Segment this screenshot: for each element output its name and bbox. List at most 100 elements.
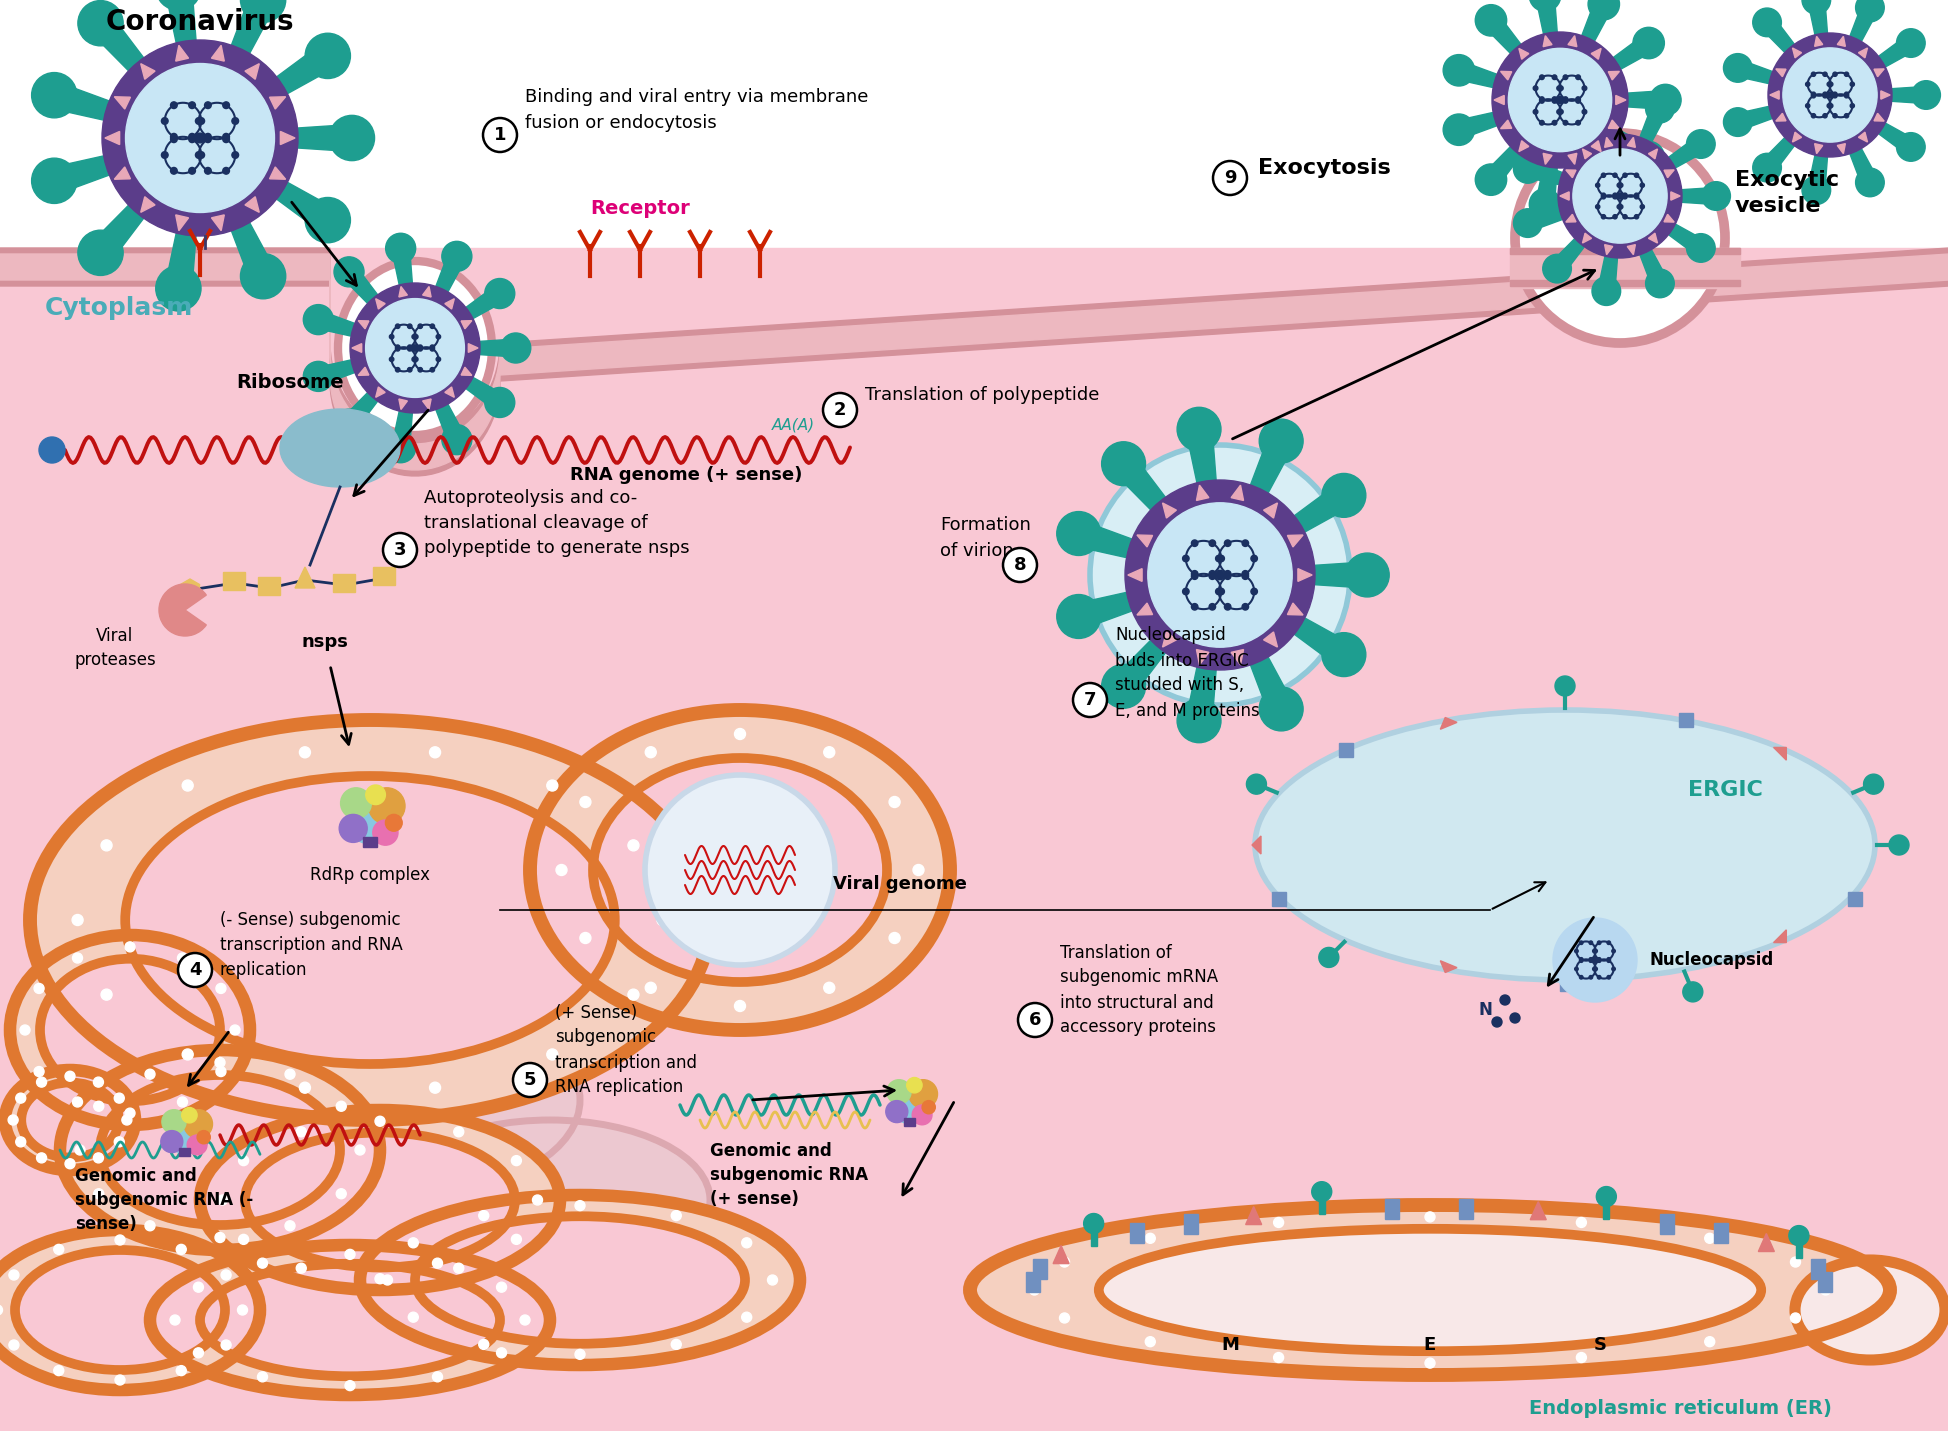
Polygon shape [1186, 428, 1216, 487]
Bar [1272, 893, 1286, 906]
Polygon shape [1609, 36, 1654, 70]
Circle shape [1562, 99, 1566, 103]
Text: (- Sense) subgenomic
transcription and RNA
replication: (- Sense) subgenomic transcription and R… [220, 912, 403, 979]
Circle shape [189, 102, 195, 109]
Circle shape [768, 1275, 777, 1285]
Polygon shape [294, 567, 316, 588]
Circle shape [824, 982, 834, 993]
Polygon shape [1455, 112, 1500, 139]
Circle shape [417, 345, 423, 349]
Circle shape [333, 409, 364, 439]
Circle shape [187, 1135, 206, 1155]
Circle shape [232, 117, 238, 124]
Circle shape [1648, 84, 1681, 116]
Circle shape [1223, 572, 1231, 580]
Circle shape [1321, 633, 1366, 677]
Polygon shape [1876, 36, 1915, 69]
Circle shape [479, 1339, 489, 1349]
Circle shape [1854, 0, 1884, 21]
Circle shape [1843, 72, 1849, 76]
Circle shape [1601, 215, 1605, 219]
Polygon shape [166, 229, 197, 290]
Circle shape [1685, 130, 1714, 159]
Circle shape [822, 394, 857, 426]
Bar [1338, 743, 1352, 757]
Circle shape [1623, 193, 1627, 197]
Circle shape [1223, 539, 1231, 547]
Text: Binding and viral entry via membrane
fusion or endocytosis: Binding and viral entry via membrane fus… [524, 87, 869, 132]
Circle shape [374, 1116, 386, 1126]
Circle shape [333, 256, 364, 286]
Polygon shape [358, 321, 368, 329]
Text: 8: 8 [1013, 557, 1027, 574]
Ellipse shape [970, 1205, 1890, 1375]
Circle shape [1247, 774, 1266, 794]
Polygon shape [230, 0, 275, 57]
Circle shape [386, 432, 415, 462]
Polygon shape [212, 215, 224, 230]
Text: Translation of polypeptide: Translation of polypeptide [865, 386, 1099, 404]
Polygon shape [1814, 36, 1821, 46]
Circle shape [1321, 474, 1366, 518]
Circle shape [1843, 93, 1849, 97]
Bar [1510, 248, 1740, 288]
Circle shape [195, 133, 205, 143]
Circle shape [1223, 571, 1231, 577]
Circle shape [329, 116, 374, 160]
Circle shape [386, 233, 415, 263]
Circle shape [1529, 189, 1560, 220]
Polygon shape [1482, 145, 1521, 186]
Ellipse shape [339, 263, 489, 434]
Polygon shape [1251, 836, 1260, 854]
Circle shape [216, 983, 226, 993]
Polygon shape [1500, 120, 1512, 129]
Circle shape [1555, 675, 1574, 695]
Circle shape [1492, 31, 1627, 167]
Circle shape [199, 117, 205, 124]
Circle shape [33, 1066, 45, 1076]
Ellipse shape [125, 776, 614, 1065]
Bar [179, 1148, 191, 1156]
Polygon shape [444, 386, 454, 398]
Circle shape [1593, 967, 1597, 970]
Polygon shape [1440, 717, 1457, 730]
Text: 1: 1 [493, 126, 506, 145]
Circle shape [1613, 195, 1617, 199]
Polygon shape [316, 359, 356, 385]
Bar [1130, 1222, 1143, 1242]
Text: N: N [1477, 1002, 1490, 1019]
Circle shape [1617, 205, 1621, 209]
Ellipse shape [16, 1251, 224, 1369]
Circle shape [169, 136, 177, 143]
Circle shape [101, 989, 111, 1000]
Circle shape [1790, 1314, 1800, 1324]
Circle shape [1592, 276, 1621, 305]
Circle shape [1558, 86, 1562, 90]
Polygon shape [1196, 485, 1208, 501]
Circle shape [407, 368, 411, 372]
Circle shape [1595, 1186, 1615, 1206]
Circle shape [431, 323, 434, 329]
Circle shape [94, 1102, 103, 1112]
Ellipse shape [1794, 1261, 1944, 1359]
Circle shape [1601, 173, 1605, 177]
Circle shape [1825, 103, 1831, 107]
Polygon shape [1858, 132, 1866, 142]
Circle shape [240, 0, 286, 23]
Polygon shape [1603, 245, 1611, 255]
Bar [1032, 1259, 1046, 1278]
Polygon shape [1517, 140, 1527, 152]
Circle shape [345, 1249, 355, 1259]
Circle shape [1821, 93, 1825, 97]
Polygon shape [1525, 160, 1564, 185]
Polygon shape [181, 580, 199, 601]
Circle shape [395, 368, 399, 372]
Circle shape [1831, 93, 1837, 97]
Circle shape [1607, 957, 1609, 962]
Circle shape [1272, 1218, 1284, 1228]
Circle shape [1810, 113, 1816, 117]
Polygon shape [1759, 136, 1796, 173]
Circle shape [1424, 1212, 1434, 1222]
Circle shape [1802, 176, 1829, 205]
Circle shape [72, 914, 84, 926]
